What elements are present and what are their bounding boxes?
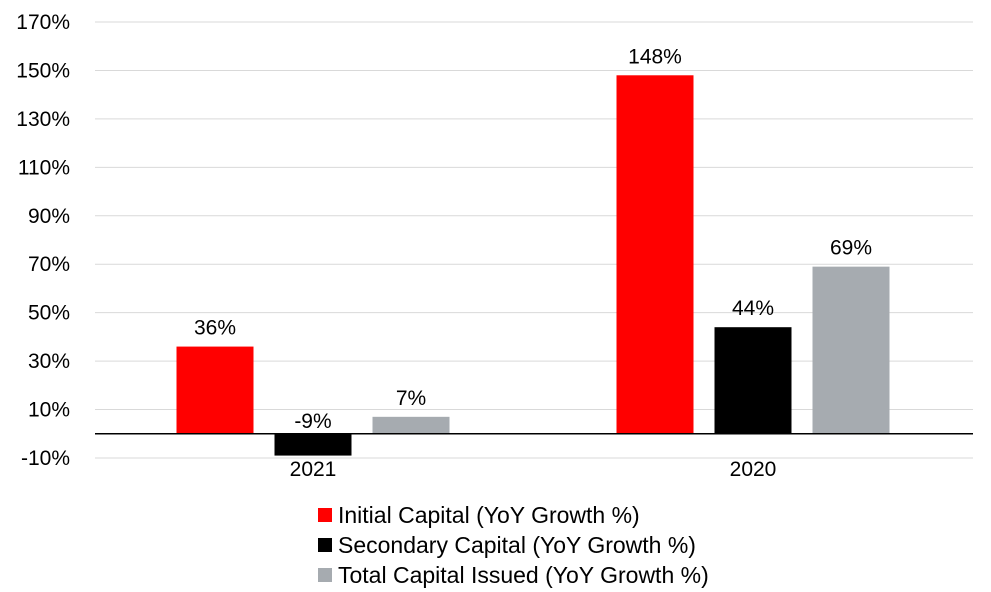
legend-swatch <box>318 568 332 582</box>
y-axis-ticks: -10% 10% 30% 50% 70% 90% 110% 130% 150% 170% <box>16 11 70 470</box>
bar <box>616 75 694 434</box>
y-tick-label: 50% <box>28 302 70 325</box>
y-tick-label: -10% <box>21 447 70 470</box>
y-tick-label: 70% <box>28 253 70 276</box>
data-label: 69% <box>830 237 872 260</box>
legend-swatch <box>318 508 332 522</box>
y-tick-label: 90% <box>28 205 70 228</box>
data-labels: 36% -9% 7% 148% 44% 69% <box>194 45 872 432</box>
bar <box>372 416 450 434</box>
bars <box>176 75 890 456</box>
legend-label: Total Capital Issued (YoY Growth %) <box>338 562 709 588</box>
data-label: 36% <box>194 317 236 340</box>
data-label: -9% <box>294 410 331 433</box>
legend: Initial Capital (YoY Growth %) Secondary … <box>318 502 709 588</box>
legend-label: Secondary Capital (YoY Growth %) <box>338 532 696 558</box>
y-tick-label: 130% <box>16 108 70 131</box>
x-category-label: 2021 <box>290 458 337 481</box>
bar <box>274 433 352 456</box>
data-label: 44% <box>732 297 774 320</box>
x-category-label: 2020 <box>730 458 777 481</box>
data-label: 148% <box>628 45 682 68</box>
y-tick-label: 170% <box>16 11 70 34</box>
legend-label: Initial Capital (YoY Growth %) <box>338 502 640 528</box>
bar <box>812 266 890 434</box>
y-tick-label: 150% <box>16 59 70 82</box>
y-tick-label: 110% <box>18 156 70 179</box>
y-tick-label: 10% <box>28 399 70 422</box>
data-label: 7% <box>396 387 426 410</box>
category-labels: 2021 2020 <box>290 458 777 481</box>
y-tick-label: 30% <box>28 350 70 373</box>
bar <box>176 346 254 434</box>
bar <box>714 327 792 434</box>
legend-swatch <box>318 538 332 552</box>
